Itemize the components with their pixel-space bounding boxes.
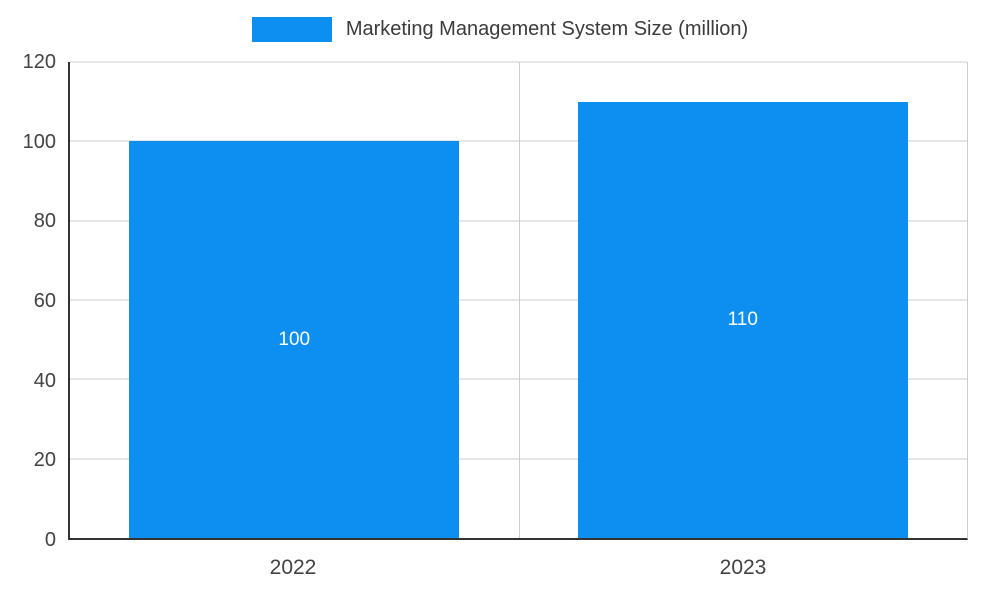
- x-axis-labels: 2022 2023: [68, 540, 968, 590]
- bar-2023: 110: [577, 101, 908, 538]
- y-tick-label: 80: [33, 210, 56, 233]
- legend-label: Marketing Management System Size (millio…: [345, 18, 749, 40]
- y-tick-label: 100: [22, 130, 56, 153]
- x-tick-label: 2022: [269, 556, 317, 579]
- bar-2022: 100: [129, 141, 460, 538]
- y-tick-label: 40: [33, 369, 56, 392]
- y-tick-label: 60: [33, 290, 56, 312]
- bar-value-label: 110: [727, 308, 758, 330]
- x-tick-label: 2023: [719, 556, 767, 579]
- x-gridline: [518, 62, 520, 538]
- y-tick-label: 120: [22, 51, 56, 73]
- plot-area: 100 110: [68, 61, 968, 540]
- y-axis-labels: 0 20 40 60 80 100 120: [0, 52, 56, 550]
- y-tick-label: 20: [33, 449, 56, 472]
- legend-swatch: [251, 17, 332, 42]
- y-tick-label: 0: [44, 529, 56, 551]
- chart-legend: Marketing Management System Size (millio…: [0, 17, 1000, 42]
- bar-value-label: 100: [278, 328, 311, 350]
